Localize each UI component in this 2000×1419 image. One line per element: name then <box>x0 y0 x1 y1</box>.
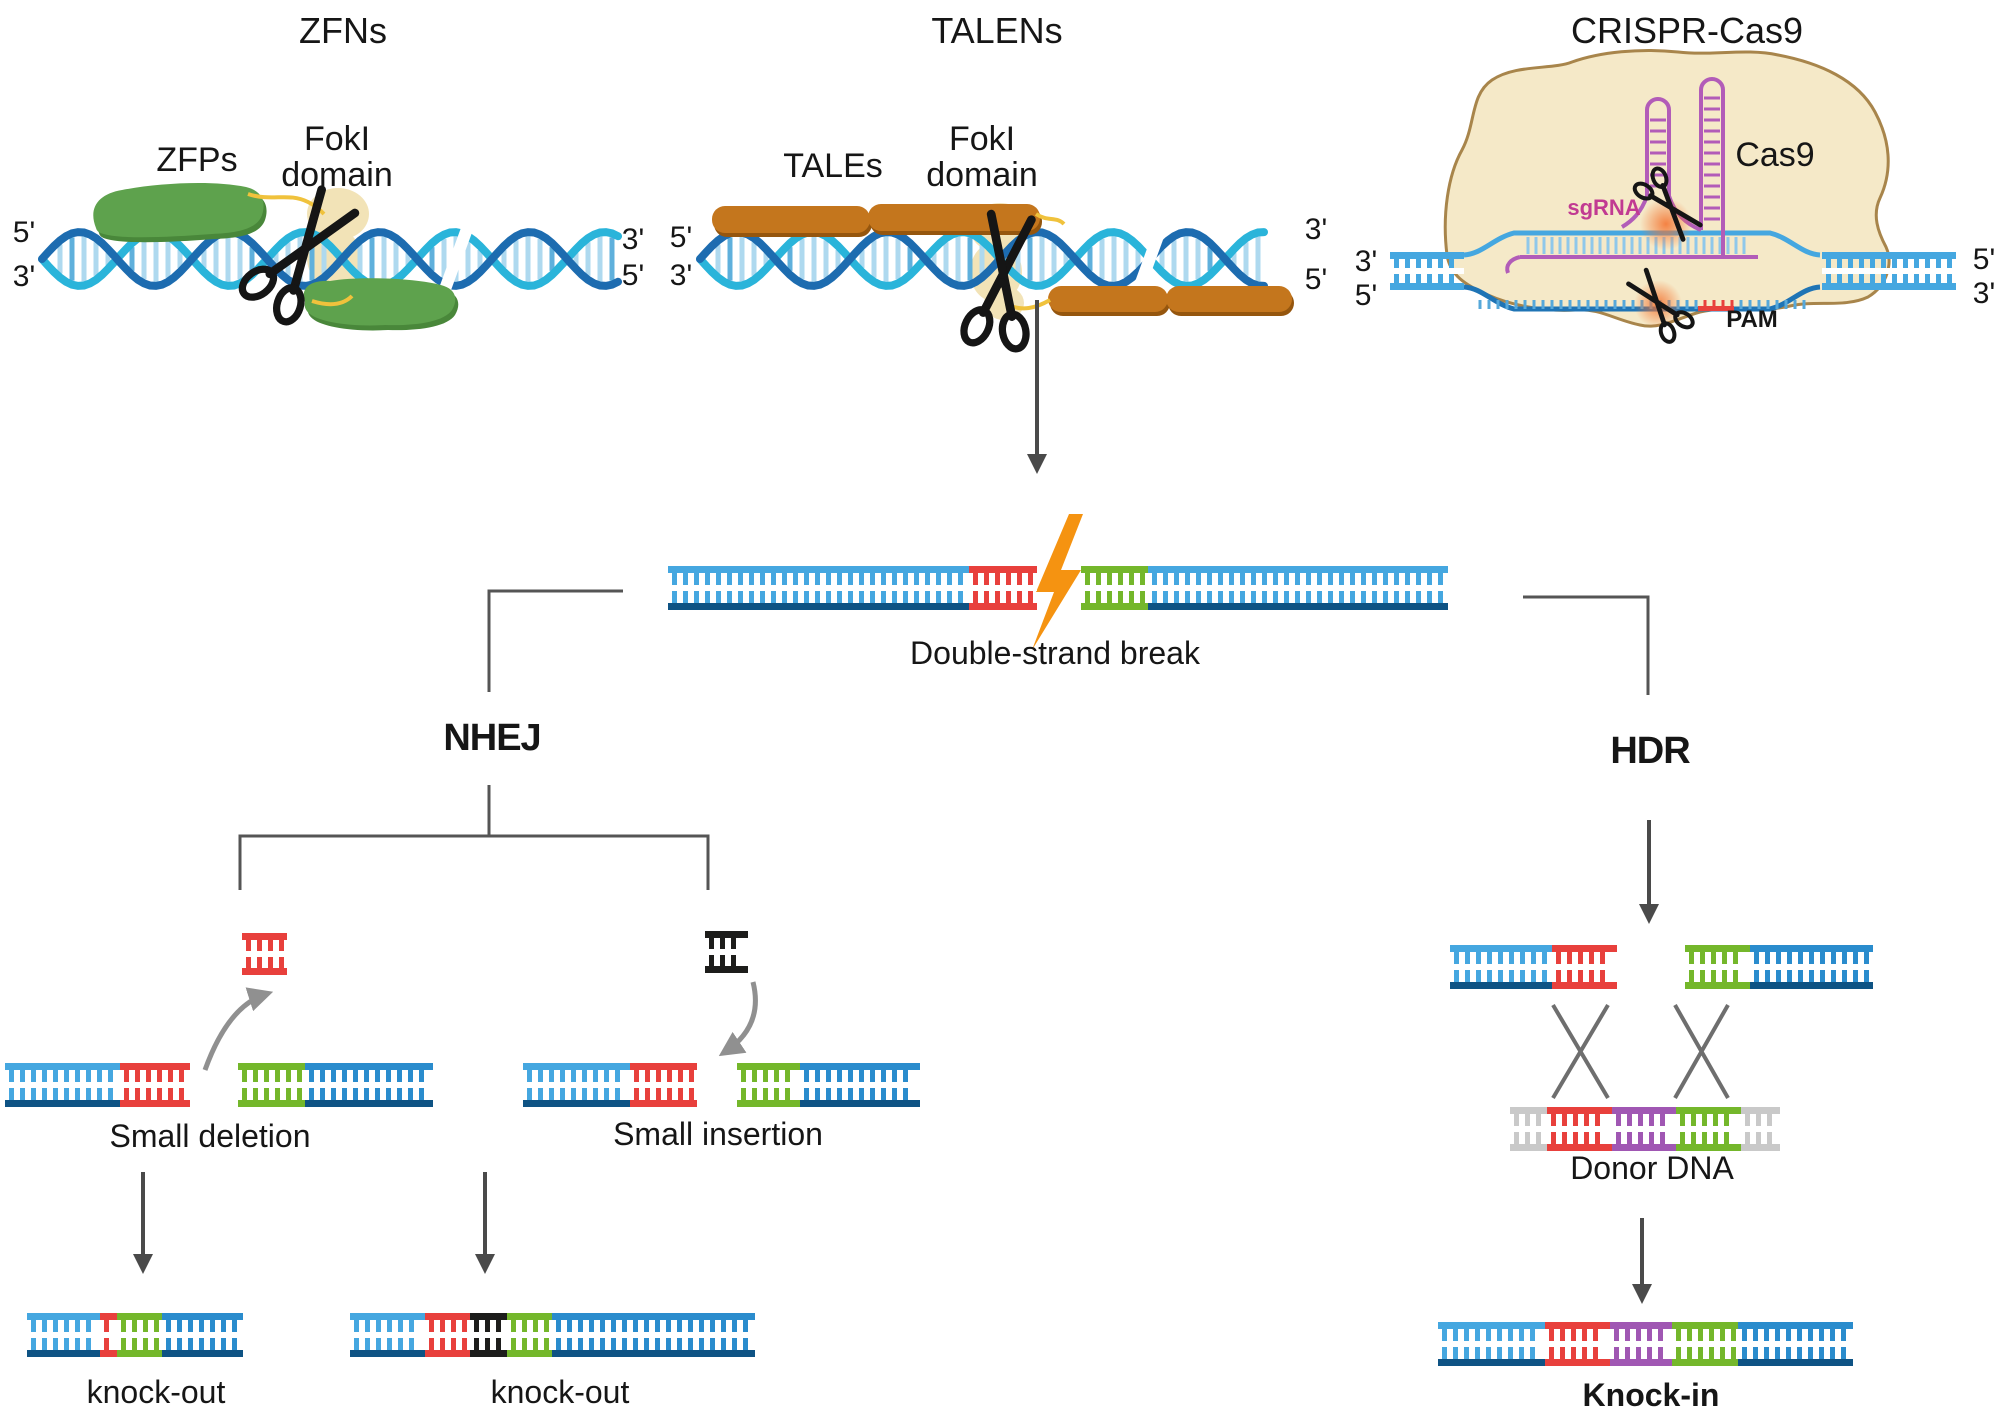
hdr-label: HDR <box>1610 730 1690 772</box>
curved-arrow-insertion-in <box>718 981 758 1057</box>
foki-label-talen-line1: FokI <box>948 120 1016 158</box>
hdr-ladder-right <box>1685 945 1873 989</box>
curved-arrow-deletion-out <box>202 987 274 1071</box>
crispr-right-5prime: 5' <box>1972 243 1996 276</box>
helix-cut-gap-zfn <box>435 217 477 301</box>
donor-dna-ladder <box>1510 1107 1780 1151</box>
donor-dna-label: Donor DNA <box>1570 1150 1734 1186</box>
talen-left-3prime: 3' <box>669 259 693 292</box>
pam-site-marker <box>1698 306 1734 311</box>
nhej-split-bracket <box>238 785 710 890</box>
talens-title: TALENs <box>931 10 1063 51</box>
knock-in-label: Knock-in <box>1582 1377 1720 1413</box>
crispr-left-5prime: 5' <box>1354 279 1378 312</box>
knock-out-ladder-deletion <box>27 1313 243 1357</box>
zfns-title: ZFNs <box>299 10 387 51</box>
foki-label-zfn-line2: domain <box>281 156 393 194</box>
pam-label: PAM <box>1726 306 1778 333</box>
zfn-left-5prime: 5' <box>12 216 36 249</box>
sgrna-strand <box>1505 77 1758 274</box>
zfn-right-3prime: 3' <box>621 223 645 256</box>
crispr-dna-right-ladder <box>1822 252 1956 290</box>
zfn-left-3prime: 3' <box>12 260 36 293</box>
linker-zfn-bottom <box>311 294 354 307</box>
insertion-ladder-right <box>737 1063 920 1107</box>
foki-label-zfn-line1: FokI <box>303 120 371 158</box>
double-strand-break-group <box>133 300 1730 1304</box>
talen-left-5prime: 5' <box>669 221 693 254</box>
nhej-label: NHEJ <box>443 717 541 759</box>
talen-right-3prime: 3' <box>1304 213 1328 246</box>
deletion-ladder-left <box>5 1063 190 1107</box>
linker-talen-top <box>1034 212 1066 226</box>
crispr-title: CRISPR-Cas9 <box>1570 10 1804 51</box>
zfn-right-5prime: 5' <box>621 259 645 292</box>
crispr-dna-left-ladder <box>1390 252 1464 290</box>
small-deletion-label: Small deletion <box>109 1118 311 1154</box>
cas9-label: Cas9 <box>1735 136 1815 174</box>
small-insertion-label: Small insertion <box>613 1116 823 1152</box>
insertion-ladder-left <box>523 1063 697 1107</box>
dsb-label: Double-strand break <box>910 635 1200 671</box>
dsb-ladder-right <box>1081 566 1448 610</box>
knock-out-deletion-label: knock-out <box>86 1374 226 1410</box>
excised-fragment-red <box>242 933 287 975</box>
sgrna-label: sgRNA <box>1567 195 1641 220</box>
zfns-illustration <box>38 183 622 331</box>
lightning-bolt-icon <box>1032 514 1083 650</box>
talen-right-5prime: 5' <box>1304 263 1328 296</box>
foki-label-talen-line2: domain <box>926 156 1038 194</box>
inserted-fragment-black <box>705 931 748 973</box>
deletion-ladder-right <box>238 1063 433 1107</box>
knock-out-ladder-insertion <box>350 1313 755 1357</box>
zfp-label: ZFPs <box>156 141 238 179</box>
knock-in-ladder <box>1438 1322 1853 1366</box>
hdr-bracket-top <box>1523 595 1650 695</box>
crispr-right-3prime: 3' <box>1972 277 1996 310</box>
tale-proteins-bottom <box>1048 286 1294 316</box>
knock-out-insertion-label: knock-out <box>490 1374 630 1410</box>
nhej-bracket-top <box>487 589 623 692</box>
homologous-recombination-x-marks <box>1551 1003 1730 1100</box>
hdr-ladder-left <box>1450 945 1617 989</box>
zfp-blob-bottom <box>303 278 459 331</box>
crispr-left-3prime: 3' <box>1354 245 1378 278</box>
helix-cut-gap-talen <box>1129 216 1171 300</box>
zfp-blob-top <box>93 183 267 243</box>
dna-helix-talen <box>696 228 1268 290</box>
dsb-ladder-left <box>668 566 1037 610</box>
tale-label: TALEs <box>783 147 883 185</box>
